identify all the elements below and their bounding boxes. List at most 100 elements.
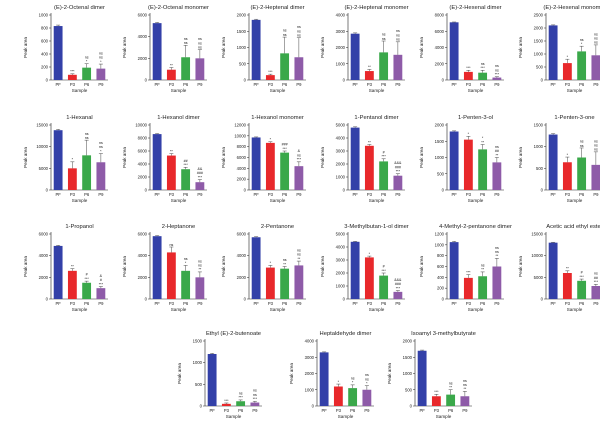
significance-label: *: [567, 153, 569, 157]
bar-p6: [577, 157, 587, 190]
bar-p3: [333, 386, 343, 406]
y-tick-label: 15000: [531, 232, 543, 237]
x-tick-label: P6: [183, 82, 189, 87]
y-tick-label: 1000: [193, 360, 203, 365]
significance-label: **: [449, 386, 452, 390]
chart-panel: 4-Methyl-2-pentanone dimer 0 200 400 600 800 1…: [419, 224, 512, 312]
significance-label: ns: [382, 33, 386, 37]
y-tick-label: 4000: [138, 162, 148, 167]
x-axis-label: Sample: [270, 198, 286, 203]
significance-label: ns: [198, 259, 202, 263]
bar-pf: [251, 19, 261, 80]
y-tick-label: 4000: [138, 34, 148, 39]
significance-label: ns: [382, 37, 386, 41]
bar-p3: [166, 69, 176, 80]
significance-label: *: [185, 261, 187, 265]
y-tick-label: 1000: [336, 284, 346, 289]
x-tick-label: PF: [419, 408, 425, 413]
y-tick-label: 1200: [435, 232, 445, 237]
x-tick-label: P3: [268, 301, 274, 306]
bar-p9: [195, 182, 205, 190]
x-axis-label: Sample: [567, 88, 583, 93]
x-tick-label: P3: [268, 192, 274, 197]
bar-pf: [53, 26, 63, 80]
chart-panel: 1-Propanol 0 2000 4000 6000 Peak area PF P3 ** P6…: [23, 224, 108, 312]
y-tick-label: 1000: [534, 52, 544, 57]
y-tick-label: 10000: [234, 133, 246, 138]
y-tick-label: 2000: [138, 275, 148, 280]
significance-label: ns: [481, 264, 485, 268]
significance-label: ns: [85, 136, 89, 140]
x-tick-label: P6: [579, 192, 585, 197]
y-tick-label: 1500: [237, 29, 247, 34]
significance-label: *: [338, 380, 340, 384]
significance-label: ns: [239, 392, 243, 396]
chart-title: 1-Hexanal: [66, 115, 92, 121]
bar-p9: [96, 288, 106, 299]
bar-p3: [265, 142, 275, 190]
chart-title: Isoamyl 3-methylbutyrate: [411, 331, 476, 337]
bar-pf: [53, 245, 63, 299]
y-tick-label: 2000: [403, 339, 413, 344]
y-tick-label: 10000: [36, 144, 48, 149]
x-tick-label: PF: [550, 301, 556, 306]
x-tick-label: P9: [98, 82, 104, 87]
y-axis-label: Peak area: [518, 147, 523, 168]
bar-p9: [591, 286, 600, 299]
significance-label: #: [86, 273, 88, 277]
significance-label: ns: [184, 41, 188, 45]
y-tick-label: 500: [195, 382, 203, 387]
significance-label: ns: [198, 45, 202, 49]
y-tick-label: 4000: [138, 253, 148, 258]
y-tick-label: 2000: [39, 275, 49, 280]
significance-label: ns: [495, 64, 499, 68]
y-axis-label: Peak area: [320, 256, 325, 277]
x-tick-label: P9: [593, 82, 599, 87]
significance-label: #: [383, 150, 385, 154]
chart-title: (E)-2-Octenal monomer: [148, 5, 209, 11]
x-tick-label: PF: [451, 192, 457, 197]
bar-p9: [393, 175, 403, 190]
y-axis-label: Peak area: [320, 147, 325, 168]
bar-p6: [280, 268, 290, 299]
significance-label: ns: [365, 373, 369, 377]
x-tick-label: P6: [381, 301, 387, 306]
significance-label: ns: [99, 145, 103, 149]
chart-title: Acetic acid ethyl ester: [546, 224, 600, 230]
chart-title: 1-Hexanol dimer: [157, 115, 200, 121]
x-tick-label: P9: [296, 301, 302, 306]
y-tick-label: 0: [410, 404, 413, 409]
y-axis-label: Peak area: [23, 37, 28, 58]
significance-label: ***: [297, 158, 302, 162]
x-axis-label: Sample: [567, 307, 583, 312]
significance-label: **: [283, 262, 286, 266]
y-tick-label: 1000: [305, 387, 315, 392]
y-tick-label: 2000: [435, 123, 445, 128]
bar-p3: [221, 403, 231, 406]
y-tick-label: 500: [536, 166, 544, 171]
chart-title: 3-Methylbutan-1-ol dimer: [344, 224, 409, 230]
chart-panel: 1-Hexanal 0 5000 10000 15000 Peak area PF P3 * P6…: [23, 115, 108, 203]
y-tick-label: 6000: [237, 232, 247, 237]
significance-label: ns: [99, 56, 103, 60]
x-tick-label: P9: [494, 192, 500, 197]
y-tick-label: 6000: [39, 232, 49, 237]
x-tick-label: P3: [466, 192, 472, 197]
y-tick-label: 200: [41, 65, 49, 70]
x-tick-label: PF: [55, 82, 61, 87]
x-tick-label: PF: [55, 192, 61, 197]
chart-title: 1-Hexanol monomer: [251, 115, 304, 121]
bar-p6: [280, 53, 290, 80]
significance-label: ***: [434, 390, 439, 394]
significance-label: ***: [382, 269, 387, 273]
bar-p6: [577, 51, 587, 80]
significance-label: &&&: [394, 278, 402, 282]
x-tick-label: P9: [593, 192, 599, 197]
significance-label: #: [383, 265, 385, 269]
x-tick-label: P9: [395, 301, 401, 306]
bar-pf: [53, 130, 63, 190]
significance-label: ***: [594, 280, 599, 284]
bar-pf: [152, 23, 162, 80]
x-axis-label: Sample: [270, 88, 286, 93]
bar-p3: [364, 257, 374, 299]
